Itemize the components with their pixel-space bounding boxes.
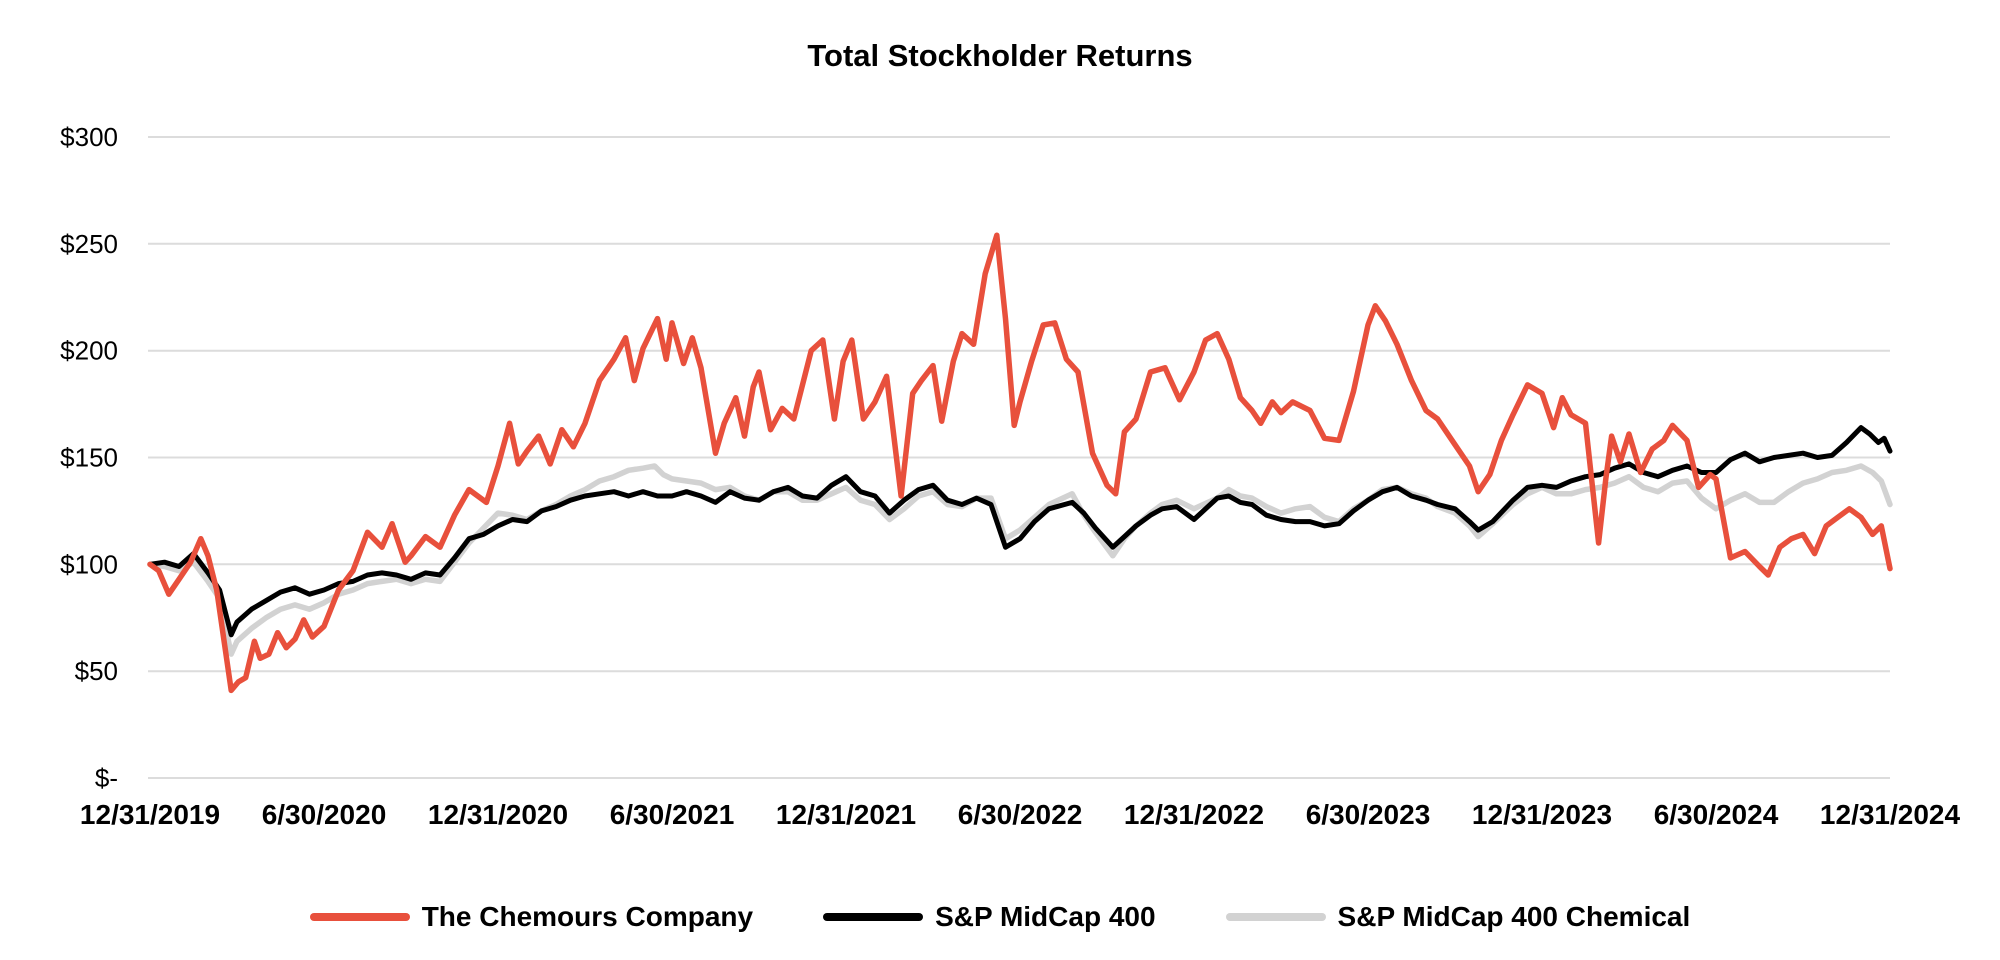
x-axis-label: 12/31/2023 [1472,799,1612,830]
x-axis-label: 6/30/2024 [1654,799,1779,830]
x-axis-label: 12/31/2021 [776,799,916,830]
legend-item-sp-midcap-400: S&P MidCap 400 [823,899,1156,935]
y-axis-label: $150 [60,443,118,473]
legend-label-sp-midcap-400: S&P MidCap 400 [935,901,1156,932]
x-axis-label: 6/30/2022 [958,799,1083,830]
y-axis-label: $- [95,763,118,793]
x-axis-label: 6/30/2020 [262,799,387,830]
legend-item-sp-midcap-400-chemical: S&P MidCap 400 Chemical [1225,899,1691,935]
x-axis-label: 6/30/2023 [1306,799,1431,830]
y-axis-label: $200 [60,336,118,366]
plot-area: $300 $250 $200 $150 $100 $50 $- 12/31/2019 6/30/… [60,122,1961,830]
series-line-S&P MidCap 400 Chemical [147,463,1893,657]
legend: The Chemours Company S&P MidCap 400 S&P … [0,893,2000,960]
x-axis-label: 12/31/2019 [80,799,220,830]
x-axis-label: 12/31/2020 [428,799,568,830]
y-axis-label: $300 [60,122,118,152]
y-axis-label: $100 [60,549,118,579]
x-axis-label: 6/30/2021 [610,799,735,830]
x-axis-label: 12/31/2024 [1820,799,1961,830]
legend-label-sp-midcap-400-chemical: S&P MidCap 400 Chemical [1337,901,1691,932]
chart-title: Total Stockholder Returns [807,38,1193,73]
series-line-S&P MidCap 400 [147,425,1893,638]
legend-item-chemours: The Chemours Company [309,899,754,935]
series-line-The Chemours Company [147,232,1893,694]
sp-midcap-400-line-swatch [823,913,924,921]
x-axis-label: 12/31/2022 [1124,799,1264,830]
y-axis-label: $50 [75,656,118,686]
legend-label-chemours: The Chemours Company [421,901,754,932]
sp-midcap-400-chemical-line-swatch [1225,913,1326,921]
y-axis-label: $250 [60,229,118,259]
chemours-line-swatch [309,913,410,921]
